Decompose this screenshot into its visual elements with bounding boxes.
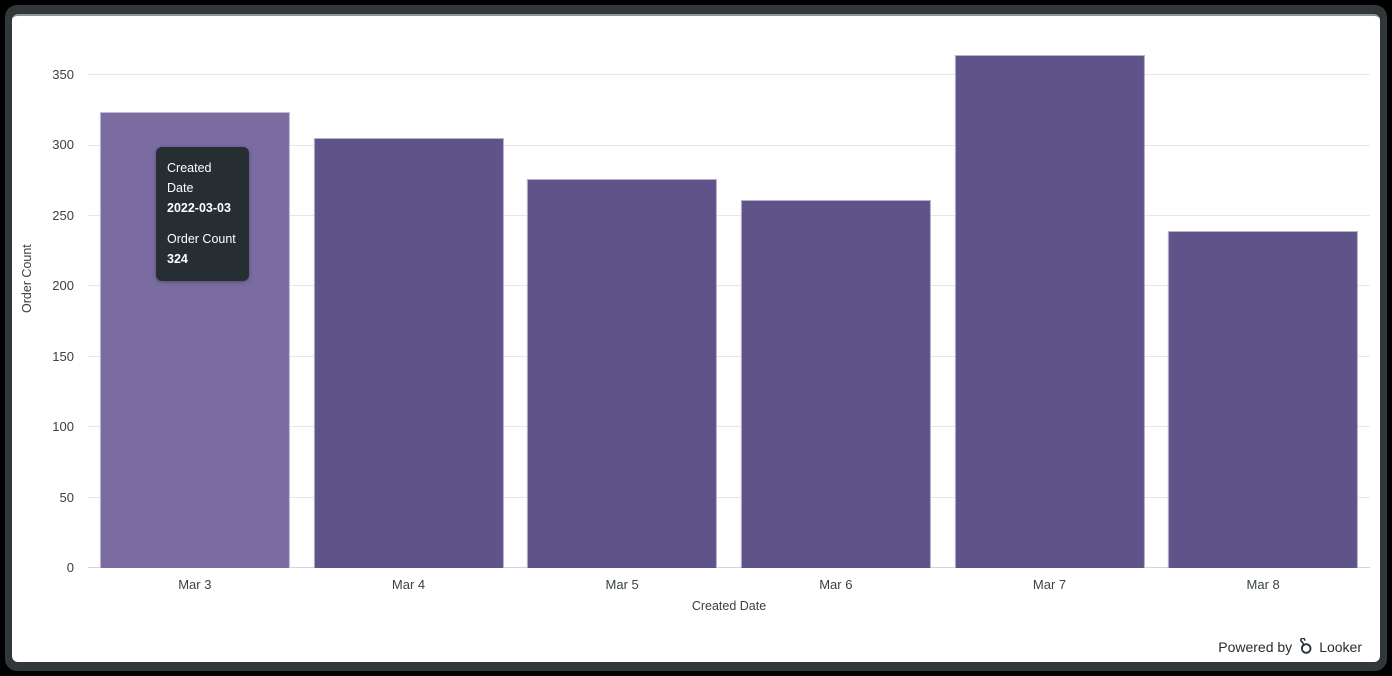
tooltip-measure-label: Order Count xyxy=(167,232,236,246)
bar-mar-6[interactable] xyxy=(740,200,931,568)
bar-mar-5[interactable] xyxy=(527,179,718,568)
x-tick-mar-7: Mar 7 xyxy=(1032,577,1067,592)
y-tick-100: 100 xyxy=(52,419,74,435)
x-tick-mar-6: Mar 6 xyxy=(819,577,853,592)
looker-logo-icon xyxy=(1295,638,1316,655)
looker-brand-text: Looker xyxy=(1319,638,1362,655)
y-tick-300: 300 xyxy=(52,137,74,153)
powered-by-text: Powered by xyxy=(1218,638,1293,655)
tooltip-dimension-value: 2022-03-03 xyxy=(167,201,231,215)
chart-tooltip: Created Date 2022-03-03 Order Count 324 xyxy=(156,147,249,281)
x-tick-mar-8: Mar 8 xyxy=(1246,577,1280,592)
y-axis-title: Order Count xyxy=(20,244,34,313)
x-tick-mar-5: Mar 5 xyxy=(605,577,639,592)
y-tick-0: 0 xyxy=(66,560,74,575)
order-count-column-chart: Order Count 0 50 100 150 200 250 300 350 Mar 3 M… xyxy=(12,16,1380,662)
powered-by-looker: Powered by Looker xyxy=(1218,638,1362,655)
gridline-150 xyxy=(88,355,1370,357)
gridline-100 xyxy=(88,426,1370,428)
gridline-300 xyxy=(88,144,1370,146)
visualization-card: Order Count 0 50 100 150 200 250 300 350 Mar 3 M… xyxy=(12,14,1380,662)
bar-mar-4[interactable] xyxy=(313,138,504,568)
tooltip-measure-value: 324 xyxy=(167,252,188,266)
gridline-50 xyxy=(88,496,1370,498)
gridline-250 xyxy=(88,214,1370,216)
x-tick-mar-4: Mar 4 xyxy=(391,577,426,592)
y-tick-250: 250 xyxy=(52,207,74,223)
x-tick-mar-3: Mar 3 xyxy=(178,577,212,592)
gridline-350 xyxy=(88,74,1370,76)
tooltip-spacer xyxy=(167,218,238,229)
y-tick-350: 350 xyxy=(52,67,74,83)
y-tick-200: 200 xyxy=(52,278,74,294)
y-tick-50: 50 xyxy=(59,489,74,505)
bar-mar-7[interactable] xyxy=(954,55,1145,568)
bar-mar-8[interactable] xyxy=(1168,231,1359,568)
gridline-200 xyxy=(88,285,1370,287)
x-axis-baseline xyxy=(88,567,1370,568)
tooltip-dimension-label: Created Date xyxy=(167,161,212,195)
x-axis-title: Created Date xyxy=(691,599,767,613)
y-tick-150: 150 xyxy=(52,348,74,364)
plot-area xyxy=(88,30,1370,568)
